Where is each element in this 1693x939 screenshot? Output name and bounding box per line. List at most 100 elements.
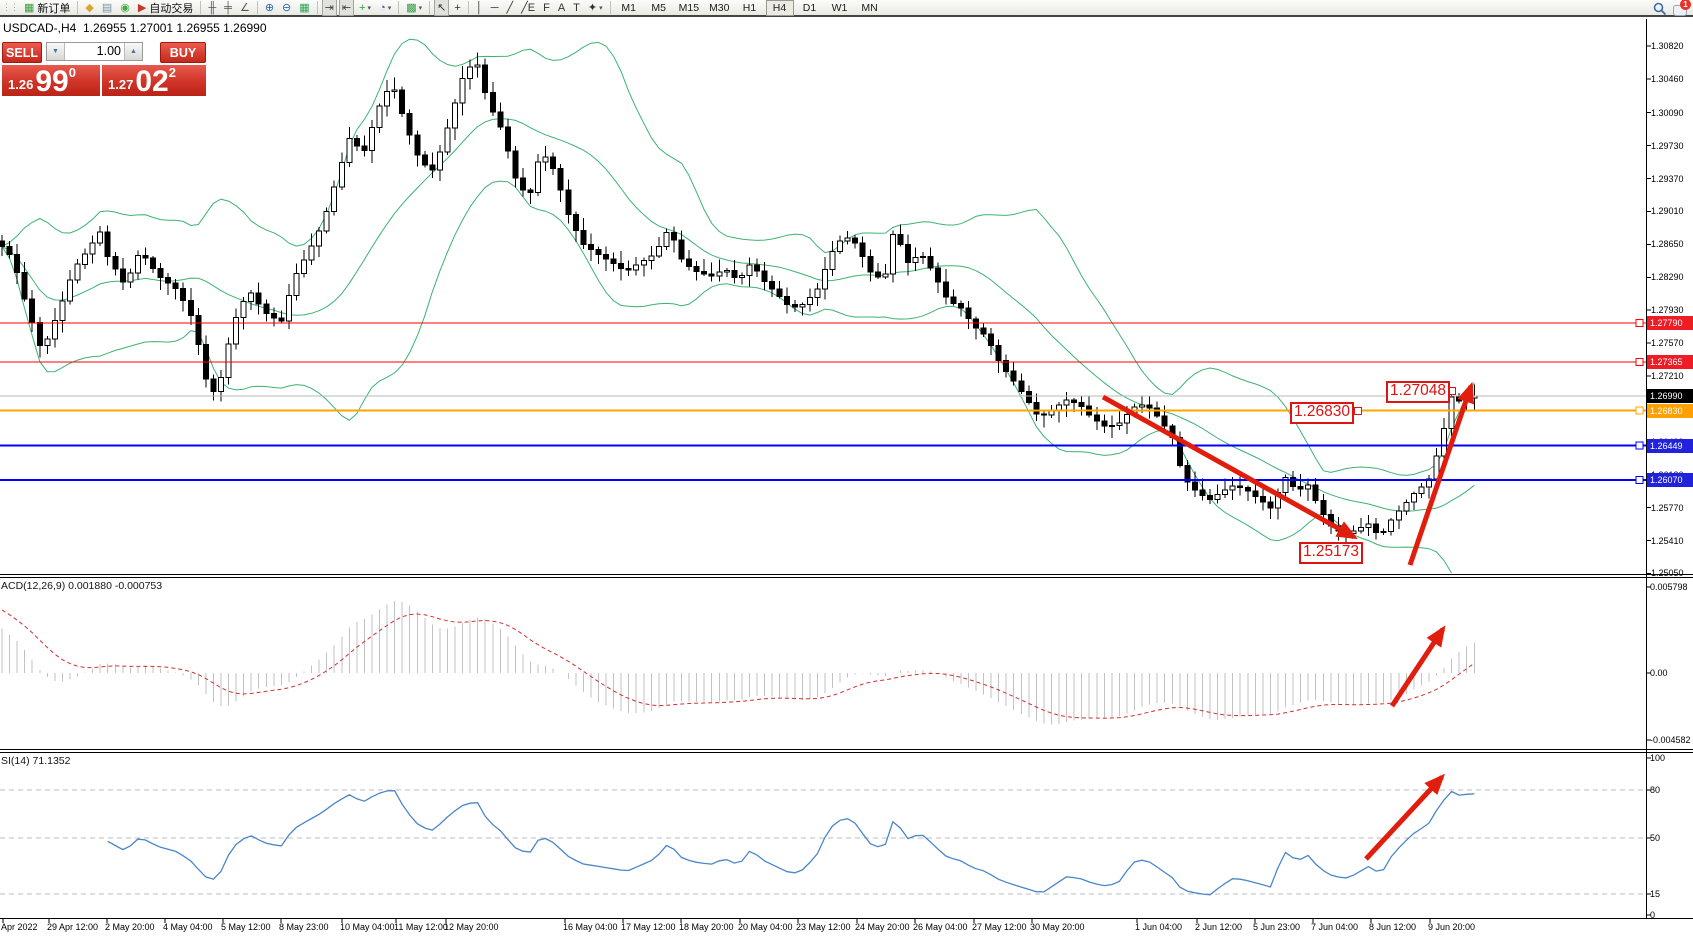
timeframe-m15-button[interactable]: M15 — [678, 1, 700, 14]
time-label: 4 May 04:00 — [163, 922, 213, 932]
fibonacci-button[interactable]: F — [540, 0, 553, 16]
bar-chart-mode-button[interactable]: ╫ — [205, 0, 219, 16]
toolbar-separator — [77, 1, 79, 14]
volume-decrease-button[interactable]: ▼ — [47, 43, 65, 60]
dropdown-arrow-icon: ▾ — [387, 4, 392, 12]
equidistant-channel-button[interactable]: ╱E — [518, 0, 538, 16]
volume-increase-button[interactable]: ▲ — [124, 43, 142, 60]
timeframe-m5-button[interactable]: M5 — [651, 1, 666, 14]
toolbar-separator — [256, 1, 258, 14]
annotation-label-1.26830[interactable]: 1.26830 — [1290, 402, 1355, 424]
template-button[interactable]: ▩ ▾ — [403, 0, 425, 16]
text-button[interactable]: A — [555, 0, 568, 16]
time-label: 11 May 12:00 — [394, 922, 448, 932]
time-label: 5 Jun 23:00 — [1253, 922, 1301, 932]
auto-scroll-button[interactable]: ⇥ — [321, 0, 337, 16]
rsi-line — [107, 790, 1475, 896]
zoom-out-button[interactable]: ⊖ — [279, 0, 294, 16]
timeframe-w1-button[interactable]: W1 — [831, 1, 848, 14]
horizontal-line-button[interactable]: ─ — [488, 0, 502, 16]
crosshair-button[interactable]: + — [451, 0, 463, 16]
zoom-in-button[interactable]: ⊕ — [262, 0, 277, 16]
market-watch-button[interactable]: ◆ — [82, 0, 96, 16]
timeframe-m1-button[interactable]: M1 — [621, 1, 636, 14]
timeframe-m30-button[interactable]: M30 — [709, 1, 730, 14]
macd-axis-0.00: 0.00 — [1650, 668, 1668, 678]
toolbar-separator — [429, 1, 431, 14]
time-label: 2 May 20:00 — [105, 922, 155, 932]
arrows-tool-button[interactable]: ✦ ▾ — [585, 0, 606, 16]
buy-price-small: 1.27 — [108, 77, 134, 92]
trend-arrow-main-1 — [1407, 381, 1475, 566]
trendline-button[interactable]: ╱ — [503, 0, 516, 16]
trend-arrows-layer[interactable] — [1101, 381, 1475, 861]
macd-label: ACD(12,26,9) 0.001880 -0.000753 — [1, 580, 163, 592]
macd-signal-line — [1, 609, 1475, 719]
signals-button[interactable]: ◉ — [117, 0, 133, 16]
sell-quote[interactable]: 1.26 99 0 — [2, 65, 100, 97]
price-tick-1.29370: 1.29370 — [1651, 174, 1684, 184]
zoom-out-icon: ⊖ — [282, 1, 292, 14]
tile-windows-button[interactable]: ▦ — [296, 0, 312, 16]
price-badge-1.27790: 1.27790 — [1647, 316, 1693, 330]
time-label: 9 Jun 20:00 — [1428, 922, 1476, 932]
autotrading-button[interactable]: ▶ 自动交易 — [135, 0, 196, 16]
add-indicator-icon: + — [359, 1, 366, 14]
rsi-label: SI(14) 71.1352 — [1, 755, 71, 767]
equidistant-channel-icon: ╱E — [521, 1, 536, 14]
volume-stepper: ▼ 1.00 ▲ — [46, 42, 143, 61]
timeframe-h1-button[interactable]: H1 — [742, 1, 757, 14]
autotrading-label: 自动交易 — [149, 2, 194, 15]
notification-badge: 1 — [1680, 0, 1691, 10]
chart-shift-button[interactable]: ⇤ — [338, 0, 355, 16]
time-label: 18 May 20:00 — [679, 922, 734, 932]
main-toolbar: ⋮⋮ ▦ 新订单 ◆ ▤ ◉ ▶ 自动交易 ╫ ╪ ∠ ⊕ ⊖ ▦ ⇥ ⇤ + ▾ ◔ ▾ ▩ ▾ ↖ + │ ─ ╱ ╱E F A T ✦ ▾… — [0, 0, 1693, 17]
price-tick-1.25050: 1.25050 — [1651, 568, 1684, 578]
bar-chart-mode-icon: ╫ — [208, 1, 217, 14]
sell-button[interactable]: SELL — [2, 42, 42, 63]
periods-button[interactable]: ◔ ▾ — [376, 0, 394, 16]
candlestick-mode-button[interactable]: ╪ — [221, 0, 235, 16]
add-indicator-button[interactable]: + ▾ — [356, 0, 374, 16]
text-icon: A — [557, 1, 566, 14]
timeframe-d1-button[interactable]: D1 — [802, 1, 817, 14]
text-label-button[interactable]: T — [570, 0, 583, 16]
search-icon[interactable] — [1653, 2, 1667, 16]
vertical-line-button[interactable]: │ — [473, 0, 486, 16]
candlestick-mode-icon: ╪ — [224, 1, 232, 14]
timeframe-h4-button[interactable]: H4 — [765, 0, 794, 16]
time-label: Apr 2022 — [1, 922, 38, 932]
time-label: 26 May 04:00 — [913, 922, 968, 932]
new-order-button[interactable]: ▦ 新订单 — [21, 0, 73, 16]
toolbar-separator — [398, 1, 400, 14]
time-label: 2 Jun 12:00 — [1195, 922, 1243, 932]
time-label: 17 May 12:00 — [621, 922, 676, 932]
buy-quote[interactable]: 1.27 02 2 — [102, 65, 206, 97]
bb-lower — [1, 180, 1453, 573]
price-tick-1.27930: 1.27930 — [1651, 305, 1684, 315]
level-lines-layer[interactable] — [0, 319, 1646, 485]
cursor-button[interactable]: ↖ — [434, 0, 450, 16]
trade-controls-row: SELL ▼ 1.00 ▲ BUY — [2, 42, 206, 63]
buy-button[interactable]: BUY — [160, 42, 206, 63]
timeframe-mn-button[interactable]: MN — [861, 1, 878, 14]
toolbar-separator — [316, 1, 318, 14]
annotation-label-1.25173[interactable]: 1.25173 — [1299, 542, 1364, 564]
price-badge-1.26990: 1.26990 — [1647, 389, 1693, 403]
trend-arrow-rsi-3 — [1364, 773, 1445, 861]
template-icon: ▩ — [406, 1, 417, 14]
rsi-axis-0: 0 — [1650, 910, 1656, 920]
time-label: 27 May 12:00 — [972, 922, 1027, 932]
macd-layer — [1, 601, 1475, 725]
annotation-label-1.27048[interactable]: 1.27048 — [1386, 381, 1451, 403]
volume-field[interactable]: 1.00 — [96, 44, 121, 58]
sell-price-small: 1.26 — [8, 77, 34, 92]
navigator-button[interactable]: ▤ — [99, 0, 115, 16]
time-label: 16 May 04:00 — [563, 922, 618, 932]
price-tick-1.29010: 1.29010 — [1651, 206, 1684, 216]
price-tick-1.25770: 1.25770 — [1651, 503, 1684, 513]
time-label: 8 Jun 12:00 — [1369, 922, 1417, 932]
notifications-button[interactable]: 1 — [1673, 0, 1691, 16]
line-chart-mode-button[interactable]: ∠ — [237, 0, 253, 16]
